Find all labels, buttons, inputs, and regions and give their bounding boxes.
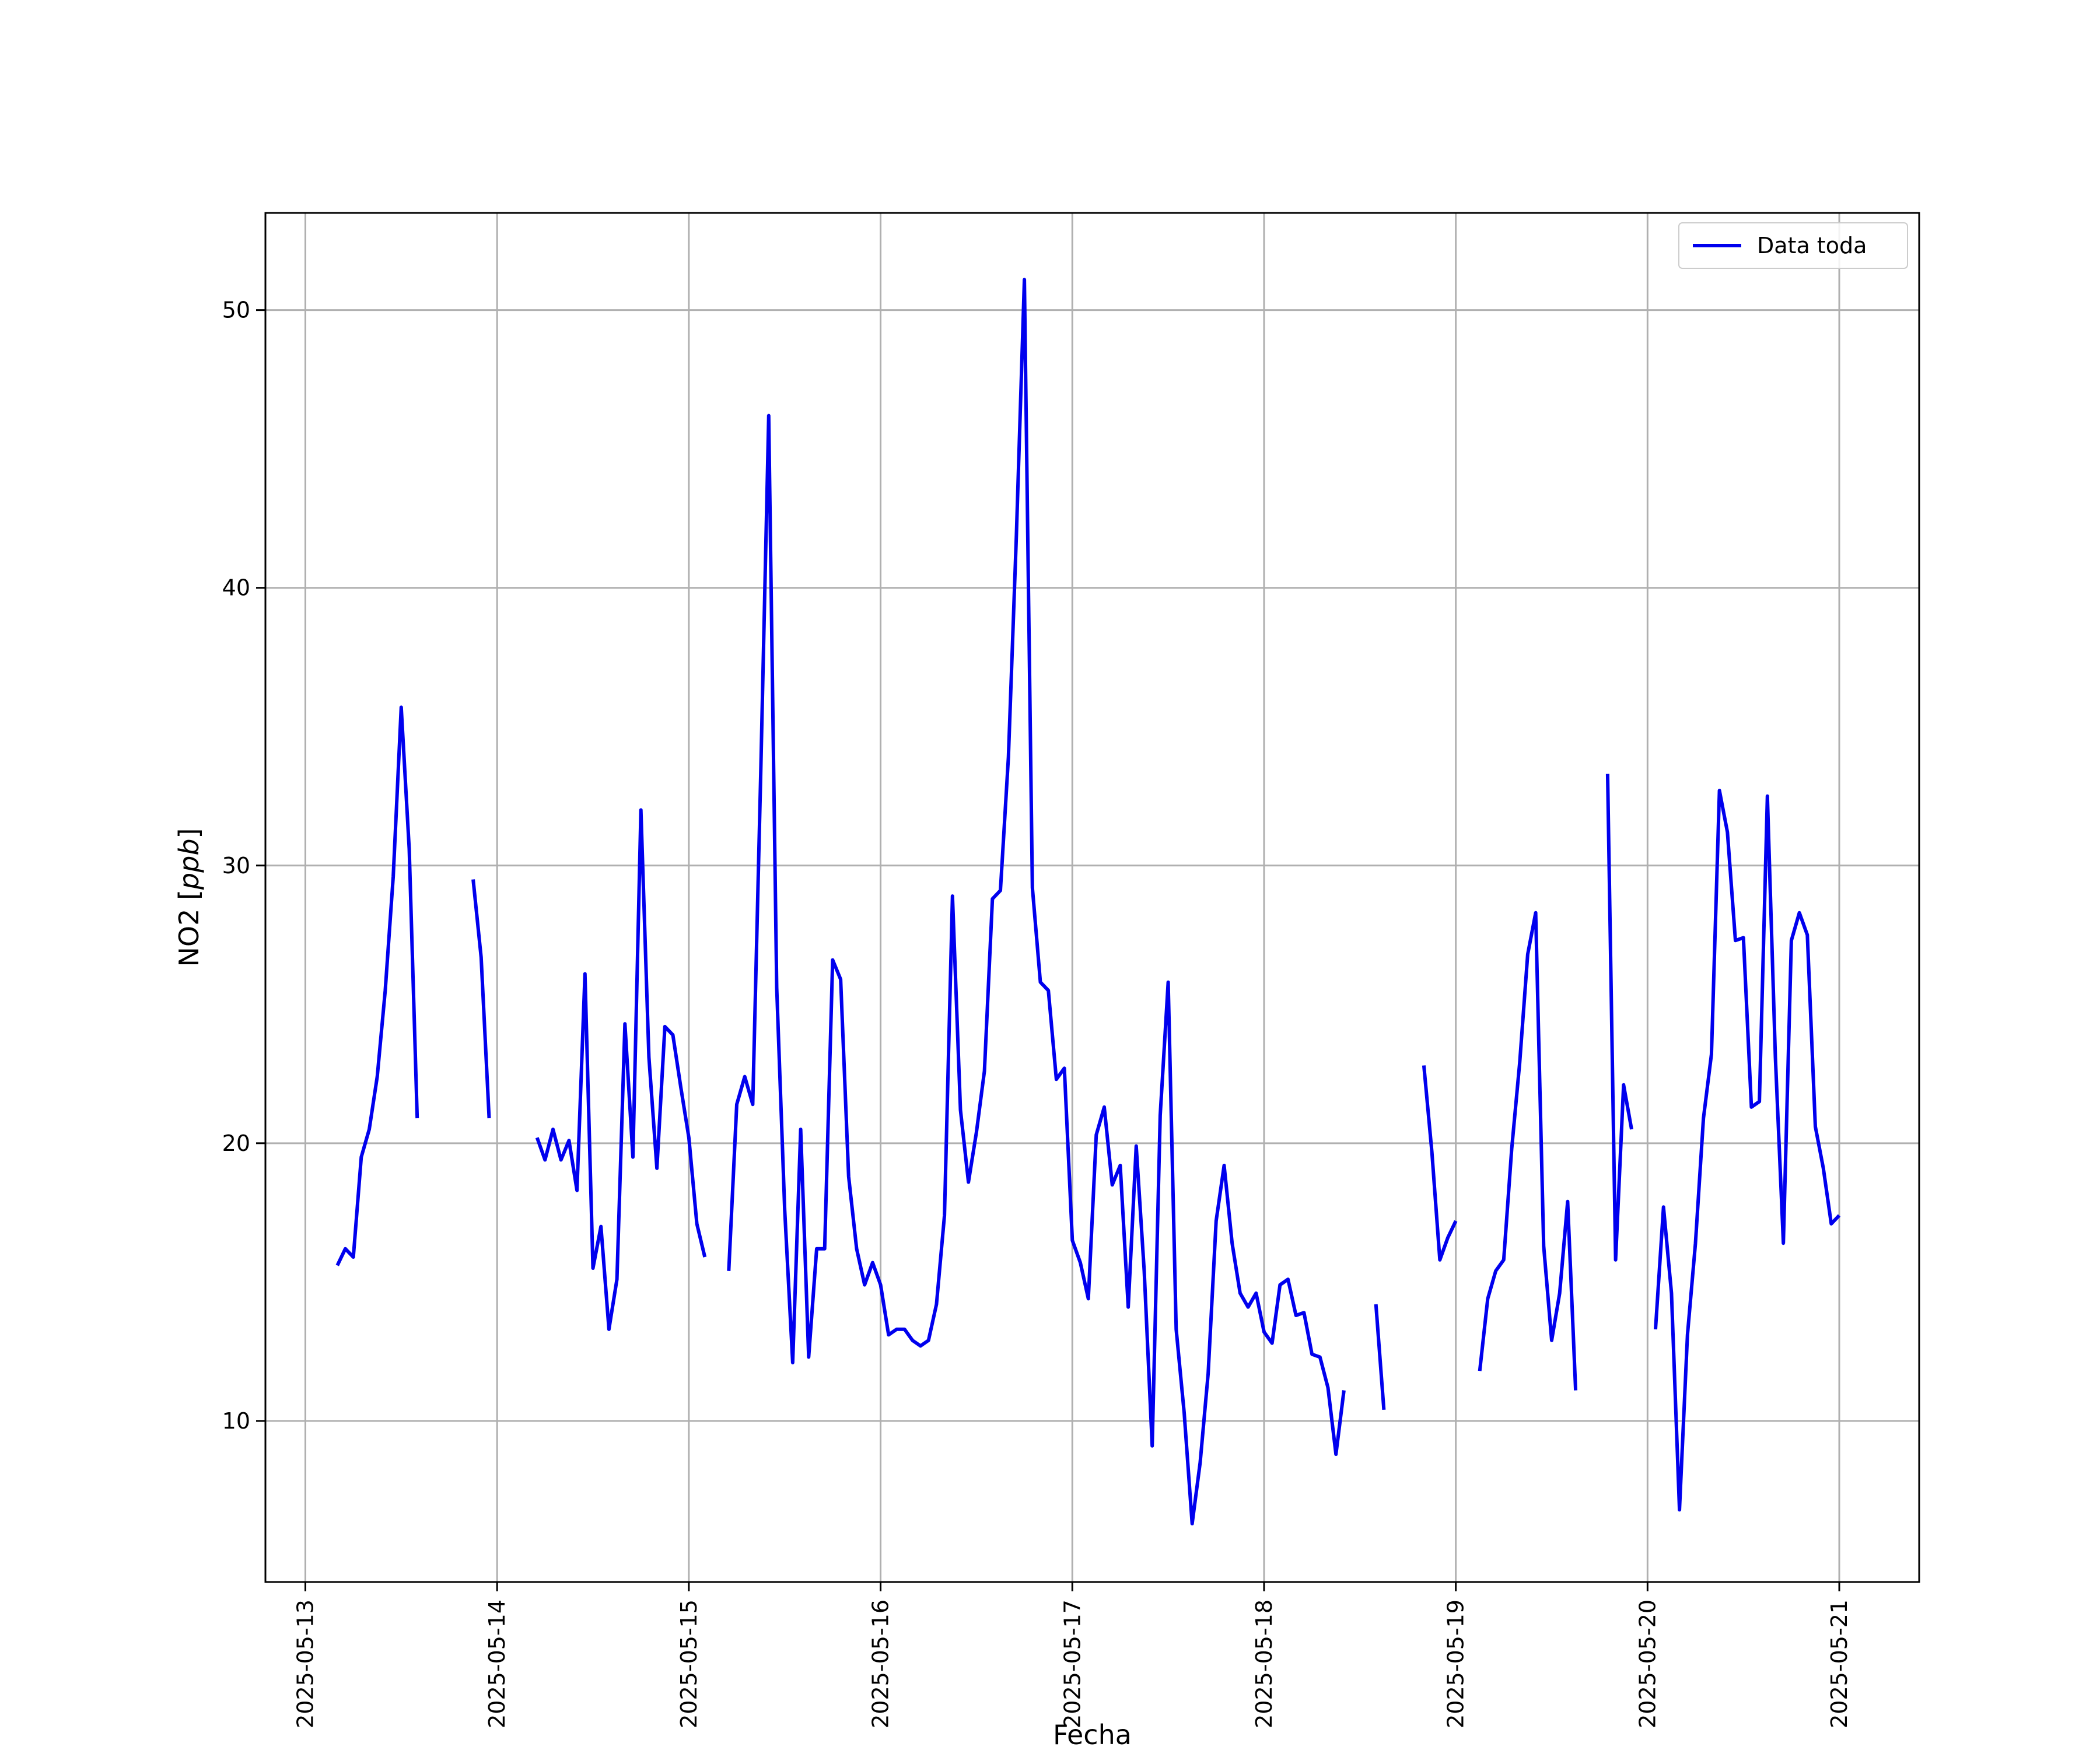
y-axis-title: NO2 [ppb] [173, 828, 205, 967]
x-axis-ticks: 2025-05-13 2025-05-14 2025-05-15 2025-05-16… [292, 1582, 1852, 1728]
x-tick-label: 2025-05-18 [1251, 1600, 1277, 1728]
x-tick-label: 2025-05-20 [1634, 1600, 1660, 1728]
y-axis-ticks: 10 20 30 40 50 [222, 298, 265, 1434]
series-line-segment [727, 278, 1346, 1525]
series-line-segment [1478, 911, 1578, 1391]
y-tick-label: 10 [222, 1408, 250, 1434]
y-axis-title-unit: ppb [173, 838, 205, 890]
x-tick-label: 2025-05-16 [868, 1600, 894, 1728]
series-line-segment [1654, 789, 1841, 1512]
y-tick-label: 20 [222, 1130, 250, 1156]
legend: Data toda [1678, 222, 1908, 269]
x-tick-label: 2025-05-19 [1443, 1600, 1469, 1728]
series-layer [335, 278, 1841, 1525]
legend-box [1678, 222, 1908, 269]
y-axis-title-close: ] [173, 828, 205, 838]
y-axis-title-main: NO2 [ [173, 890, 205, 967]
plot-frame [264, 212, 1920, 1583]
x-tick-label: 2025-05-21 [1826, 1600, 1852, 1728]
x-tick-label: 2025-05-14 [484, 1600, 510, 1728]
series-line-segment [471, 879, 491, 1119]
x-tick-label: 2025-05-13 [292, 1600, 318, 1728]
series-line-segment [335, 705, 419, 1266]
grid-lines [265, 213, 1919, 1582]
series-line-segment [1605, 774, 1633, 1262]
y-tick-label: 40 [222, 575, 250, 601]
series-line-segment [535, 808, 707, 1331]
y-tick-label: 50 [222, 298, 250, 323]
x-axis-title: Fecha [1053, 1719, 1132, 1750]
series-line-segment [1374, 1304, 1386, 1410]
series-line-segment [1422, 1065, 1458, 1262]
x-tick-label: 2025-05-15 [676, 1600, 702, 1728]
x-tick-label: 2025-05-17 [1059, 1600, 1085, 1728]
legend-label: Data toda [1757, 233, 1867, 258]
y-tick-label: 30 [222, 853, 250, 878]
